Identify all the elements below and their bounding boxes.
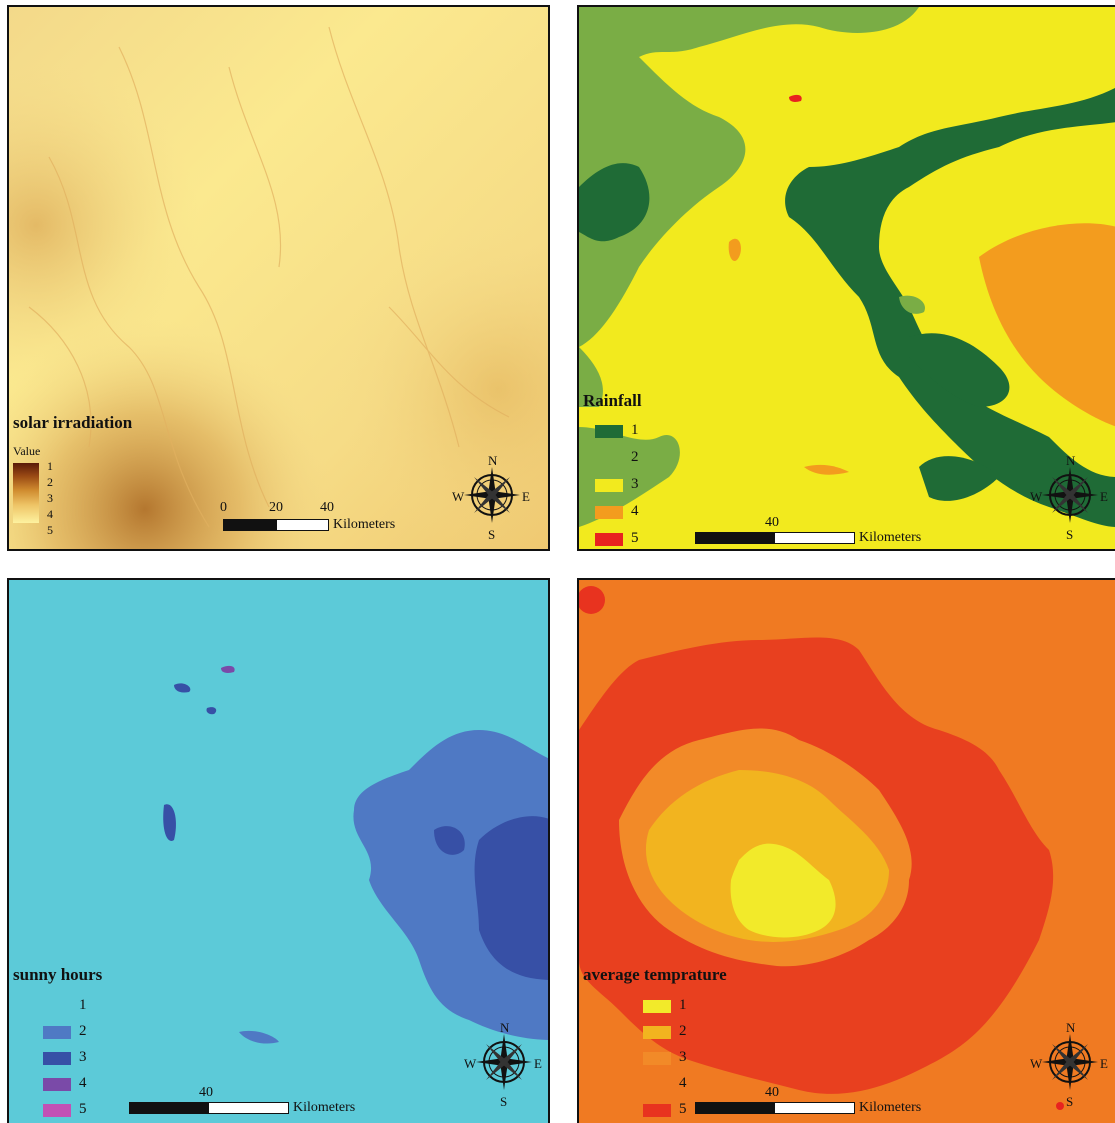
compass-east-label: E — [1100, 489, 1108, 504]
legend-title: Rainfall — [583, 391, 642, 410]
rainfall-raster — [579, 7, 1115, 549]
scale-tick-label: 40 — [765, 1085, 779, 1100]
legend-label: 4 — [631, 503, 639, 519]
legend-class-label: 1 — [47, 459, 53, 473]
legend-title: average temprature — [583, 965, 727, 984]
compass-east-label: E — [1100, 1056, 1108, 1071]
legend-label: 5 — [631, 530, 639, 546]
scale-tick-label: 20 — [269, 500, 283, 515]
legend-swatch — [43, 1026, 71, 1039]
legend-label: 3 — [679, 1049, 687, 1065]
legend-label: 2 — [79, 1023, 87, 1039]
legend-label: 2 — [631, 449, 639, 465]
legend-class-label: 4 — [47, 507, 53, 521]
scale-unit: Kilometers — [293, 1100, 356, 1115]
legend-class-label: 3 — [47, 491, 53, 505]
legend-label: 1 — [79, 997, 87, 1013]
compass-north-label: N — [500, 1020, 510, 1035]
legend-label: 4 — [79, 1075, 87, 1091]
legend-swatch — [595, 479, 623, 492]
legend-label: 1 — [631, 422, 639, 438]
legend-title: sunny hours — [13, 965, 103, 984]
compass-west-label: W — [464, 1056, 477, 1071]
scale-bar-segment — [695, 532, 775, 544]
solar-irradiation-map: solar irradiation Value 1 2 3 4 5 0 20 4… — [7, 5, 550, 551]
north-arrow: N S E W — [464, 1020, 544, 1110]
compass-south-label: S — [488, 527, 496, 542]
legend-swatch — [43, 1078, 71, 1091]
legend-label: 5 — [679, 1101, 687, 1117]
compass-north-label: N — [1066, 1020, 1076, 1035]
north-arrow: N S E W — [1030, 1020, 1110, 1110]
legend-title: solar irradiation — [13, 413, 133, 432]
legend-swatch — [43, 1104, 71, 1117]
legend-label: 5 — [79, 1101, 87, 1117]
compass-east-label: E — [522, 489, 530, 504]
compass-rose-icon — [1042, 1034, 1098, 1110]
legend-class-label: 5 — [47, 523, 53, 537]
north-arrow: N S E W — [452, 453, 532, 543]
scale-tick-label: 40 — [199, 1085, 213, 1100]
average-temperature-raster — [579, 580, 1115, 1123]
compass-west-label: W — [1030, 489, 1043, 504]
legend-swatch — [643, 1000, 671, 1013]
legend-label: 4 — [679, 1075, 687, 1091]
compass-south-label: S — [500, 1094, 508, 1109]
compass-rose-icon — [464, 467, 520, 523]
legend-color-ramp — [13, 463, 39, 523]
legend-swatch — [595, 425, 623, 438]
compass-south-label: S — [1066, 1094, 1074, 1109]
compass-east-label: E — [534, 1056, 542, 1071]
legend-swatch — [43, 1052, 71, 1065]
sunny-hours-raster — [9, 580, 548, 1123]
scale-bar-segment — [223, 519, 277, 531]
compass-west-label: W — [452, 489, 465, 504]
rainfall-map: Rainfall 1 2 3 4 5 40 Kilometers N S E W — [577, 5, 1115, 551]
compass-rose-icon — [476, 1034, 532, 1090]
legend-label: 2 — [679, 1023, 687, 1039]
sunny-hours-map: sunny hours 1 2 3 4 5 40 Kilometers N S E W — [7, 578, 550, 1123]
legend-swatch — [643, 1104, 671, 1117]
legend-swatch — [643, 1052, 671, 1065]
scale-tick-label: 0 — [220, 500, 227, 515]
scale-tick-label: 40 — [320, 500, 334, 515]
compass-north-label: N — [488, 453, 498, 468]
solar-irradiation-raster — [9, 7, 548, 549]
legend-swatch — [595, 452, 623, 465]
scale-unit: Kilometers — [333, 517, 396, 532]
legend-label: 3 — [79, 1049, 87, 1065]
compass-north-label: N — [1066, 453, 1076, 468]
average-temperature-map: average temprature 1 2 3 4 5 40 Kilometers N… — [577, 578, 1115, 1123]
legend-label: 3 — [631, 476, 639, 492]
legend-swatch — [643, 1078, 671, 1091]
legend-class-label: 2 — [47, 475, 53, 489]
scale-bar-segment — [129, 1102, 209, 1114]
compass-rose-icon — [1042, 467, 1098, 523]
legend-label: 1 — [679, 997, 687, 1013]
scale-unit: Kilometers — [859, 530, 922, 545]
scale-bar-segment — [695, 1102, 775, 1114]
north-arrow: N S E W — [1030, 453, 1110, 543]
compass-south-label: S — [1066, 527, 1074, 542]
legend-swatch — [595, 533, 623, 546]
legend-subtitle: Value — [13, 444, 41, 458]
legend-swatch — [643, 1026, 671, 1039]
scale-unit: Kilometers — [859, 1100, 922, 1115]
compass-west-label: W — [1030, 1056, 1043, 1071]
scale-tick-label: 40 — [765, 515, 779, 530]
legend-swatch — [595, 506, 623, 519]
